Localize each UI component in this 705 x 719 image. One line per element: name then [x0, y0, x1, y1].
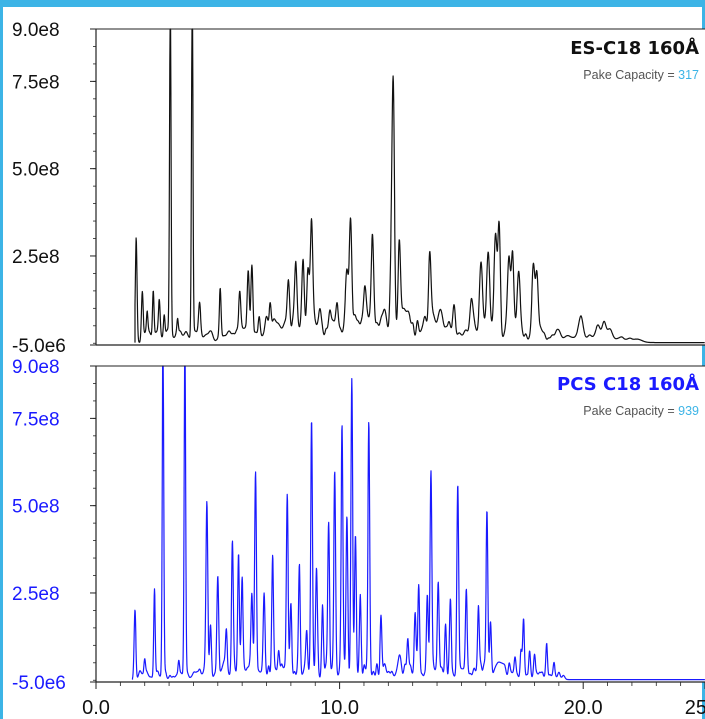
- bottom-y-tick-label: 5.0e8: [12, 497, 60, 518]
- top-y-tick-label: 2.5e8: [12, 247, 60, 268]
- top-series-line: [134, 28, 705, 344]
- top-y-axis-ticks: -5.0e6 2.5e8 5.0e8 7.5e8 9.0e8: [12, 20, 96, 357]
- bottom-x-axis-ticks: 0.0 10.0 20.0 25: [82, 682, 705, 719]
- top-y-tick-label: 7.5e8: [12, 72, 60, 93]
- top-panel-title: ES-C18 160Å: [570, 36, 699, 59]
- top-capacity-label: Pake Capacity =: [583, 68, 678, 82]
- bottom-y-tick-label: -5.0e6: [12, 673, 66, 694]
- top-capacity-annotation: Pake Capacity = 317: [583, 68, 699, 82]
- bottom-capacity-value: 939: [678, 404, 699, 418]
- bottom-series-line: [131, 365, 705, 681]
- x-tick-label: 20.0: [564, 697, 603, 719]
- top-y-tick-label: 5.0e8: [12, 160, 60, 181]
- top-y-tick-label: -5.0e6: [12, 336, 66, 357]
- bottom-panel-title: PCS C18 160Å: [557, 372, 699, 395]
- top-plot-area: [96, 29, 705, 345]
- x-tick-label: 0.0: [82, 697, 110, 719]
- top-y-tick-label: 9.0e8: [12, 20, 60, 41]
- bottom-plot-area: [96, 366, 705, 682]
- bottom-y-tick-label: 2.5e8: [12, 584, 60, 605]
- bottom-panel: -5.0e6 2.5e8 5.0e8 7.5e8 9.0e8 0.0 10.0 20.0 25…: [12, 357, 705, 719]
- x-tick-label: 25: [685, 697, 705, 719]
- bottom-y-axis-ticks: -5.0e6 2.5e8 5.0e8 7.5e8 9.0e8: [12, 357, 96, 694]
- bottom-capacity-annotation: Pake Capacity = 939: [583, 404, 699, 418]
- top-capacity-value: 317: [678, 68, 699, 82]
- bottom-y-tick-label: 9.0e8: [12, 357, 60, 378]
- x-tick-label: 10.0: [320, 697, 359, 719]
- bottom-y-tick-label: 7.5e8: [12, 409, 60, 430]
- top-panel: -5.0e6 2.5e8 5.0e8 7.5e8 9.0e8 ES-C18 160Å P…: [12, 20, 705, 357]
- bottom-capacity-label: Pake Capacity =: [583, 404, 678, 418]
